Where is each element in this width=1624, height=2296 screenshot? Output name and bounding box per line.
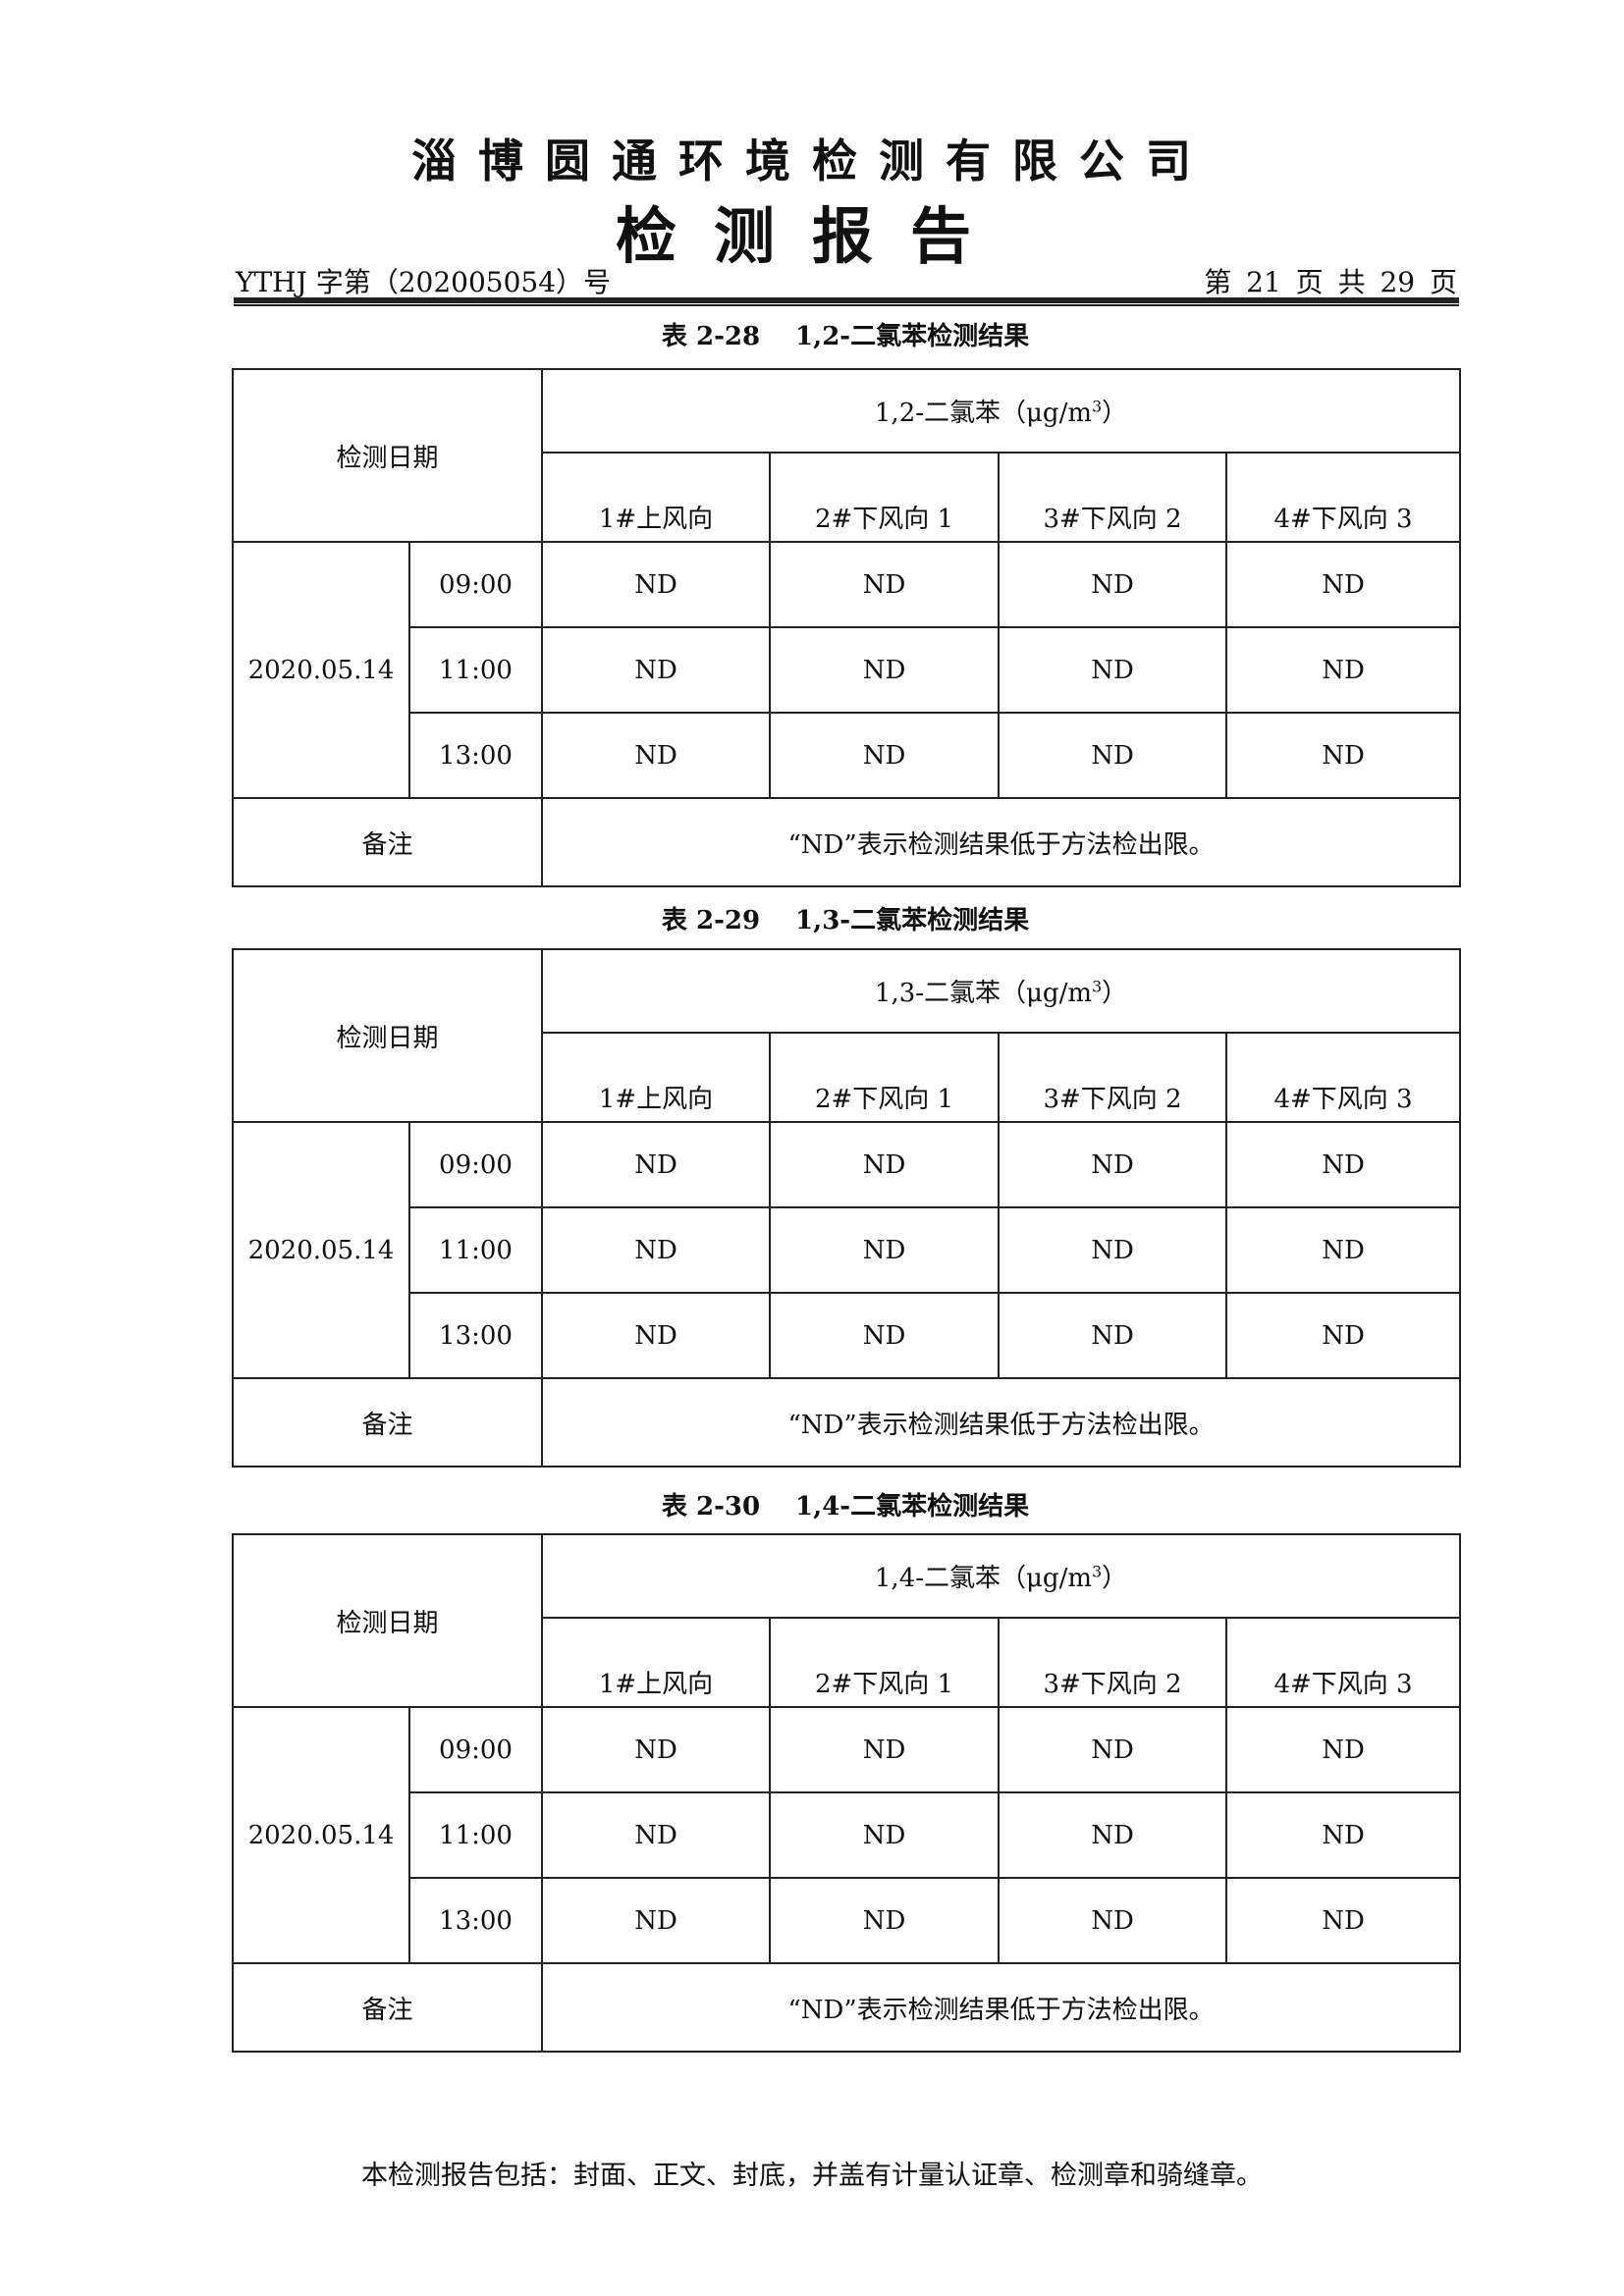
value-cell: ND (998, 1206, 1228, 1294)
note-label: 备注 (231, 797, 544, 887)
value-cell: ND (998, 1292, 1228, 1379)
value-cell: ND (769, 1206, 1001, 1294)
table-caption: 1,2-二氯苯检测结果 (795, 322, 1030, 351)
date-cell: 2020.05.14 (232, 541, 410, 799)
column-header: 3#下风向 2 (998, 1032, 1228, 1123)
column-header: 4#下风向 3 (1225, 1032, 1462, 1123)
company-name: 淄博圆通环境检测有限公司 (411, 134, 1213, 187)
value-cell: ND (998, 712, 1228, 799)
note-text: “ND”表示检测结果低于方法检出限。 (541, 1377, 1462, 1468)
value-cell: ND (1225, 712, 1462, 799)
column-header: 4#下风向 3 (1225, 1617, 1462, 1708)
table-title: 表 2-29 1,3-二氯苯检测结果 (232, 900, 1459, 936)
value-cell: ND (1225, 1791, 1462, 1879)
column-header: 2#下风向 1 (769, 1032, 1001, 1123)
time-cell: 09:00 (407, 541, 544, 628)
value-cell: ND (998, 1877, 1228, 1964)
value-cell: ND (1225, 1877, 1462, 1964)
parameter-header: 1,4-二氯苯（μg/m3） (541, 1533, 1462, 1619)
value-cell: ND (541, 1791, 772, 1879)
value-cell: ND (541, 541, 772, 628)
note-text: “ND”表示检测结果低于方法检出限。 (541, 1962, 1462, 2053)
page-number: 第 21 页 共 29 页 (1204, 266, 1457, 298)
value-cell: ND (998, 626, 1228, 714)
note-text: “ND”表示检测结果低于方法检出限。 (541, 797, 1462, 887)
time-cell: 13:00 (407, 1292, 544, 1379)
time-cell: 09:00 (407, 1121, 544, 1208)
column-header: 4#下风向 3 (1225, 452, 1462, 543)
results-table: 检测日期 1,4-二氯苯（μg/m3） 1#上风向 2#下风向 1 3#下风向 2 4#下… (231, 1533, 1462, 2053)
value-cell: ND (1225, 541, 1462, 628)
table-caption: 1,4-二氯苯检测结果 (795, 1492, 1030, 1522)
value-cell: ND (769, 1706, 1001, 1793)
table-number: 表 2-29 (661, 906, 761, 935)
value-cell: ND (1225, 1121, 1462, 1208)
time-cell: 13:00 (407, 712, 544, 799)
column-header: 1#上风向 (541, 452, 772, 543)
document-number: YTHJ 字第（202005054）号 (236, 266, 612, 298)
value-cell: ND (998, 541, 1228, 628)
time-cell: 13:00 (407, 1877, 544, 1964)
value-cell: ND (1225, 1706, 1462, 1793)
value-cell: ND (769, 1877, 1001, 1964)
value-cell: ND (541, 1121, 772, 1208)
column-header: 2#下风向 1 (769, 452, 1001, 543)
value-cell: ND (769, 626, 1001, 714)
column-header: 1#上风向 (541, 1617, 772, 1708)
time-cell: 09:00 (407, 1706, 544, 1793)
value-cell: ND (769, 712, 1001, 799)
value-cell: ND (1225, 626, 1462, 714)
value-cell: ND (998, 1791, 1228, 1879)
value-cell: ND (769, 1791, 1001, 1879)
table-number: 表 2-28 (661, 322, 761, 351)
date-header: 检测日期 (231, 368, 544, 543)
value-cell: ND (541, 1706, 772, 1793)
table-title: 表 2-28 1,2-二氯苯检测结果 (232, 316, 1459, 352)
footer-note: 本检测报告包括：封面、正文、封底，并盖有计量认证章、检测章和骑缝章。 (361, 2161, 1263, 2191)
value-cell: ND (541, 626, 772, 714)
column-header: 3#下风向 2 (998, 452, 1228, 543)
note-label: 备注 (231, 1377, 544, 1468)
column-header: 3#下风向 2 (998, 1617, 1228, 1708)
time-cell: 11:00 (407, 1791, 544, 1879)
time-cell: 11:00 (407, 1206, 544, 1294)
report-title: 检测报告 (615, 200, 1008, 272)
value-cell: ND (769, 1292, 1001, 1379)
parameter-header: 1,3-二氯苯（μg/m3） (541, 948, 1462, 1034)
value-cell: ND (1225, 1292, 1462, 1379)
header-divider (234, 297, 1459, 306)
results-table: 检测日期 1,3-二氯苯（μg/m3） 1#上风向 2#下风向 1 3#下风向 2 4#下… (231, 948, 1462, 1468)
date-header: 检测日期 (231, 1533, 544, 1708)
date-header: 检测日期 (231, 948, 544, 1123)
column-header: 1#上风向 (541, 1032, 772, 1123)
value-cell: ND (998, 1121, 1228, 1208)
column-header: 2#下风向 1 (769, 1617, 1001, 1708)
value-cell: ND (769, 1121, 1001, 1208)
table-number: 表 2-30 (661, 1492, 761, 1522)
parameter-header: 1,2-二氯苯（μg/m3） (541, 368, 1462, 454)
value-cell: ND (769, 541, 1001, 628)
value-cell: ND (541, 1206, 772, 1294)
date-cell: 2020.05.14 (232, 1121, 410, 1379)
value-cell: ND (998, 1706, 1228, 1793)
value-cell: ND (541, 712, 772, 799)
table-caption: 1,3-二氯苯检测结果 (795, 906, 1030, 935)
time-cell: 11:00 (407, 626, 544, 714)
results-table: 检测日期 1,2-二氯苯（μg/m3） 1#上风向 2#下风向 1 3#下风向 2 4#下… (231, 368, 1462, 887)
date-cell: 2020.05.14 (232, 1706, 410, 1964)
table-title: 表 2-30 1,4-二氯苯检测结果 (232, 1486, 1459, 1522)
note-label: 备注 (231, 1962, 544, 2053)
value-cell: ND (1225, 1206, 1462, 1294)
value-cell: ND (541, 1877, 772, 1964)
value-cell: ND (541, 1292, 772, 1379)
